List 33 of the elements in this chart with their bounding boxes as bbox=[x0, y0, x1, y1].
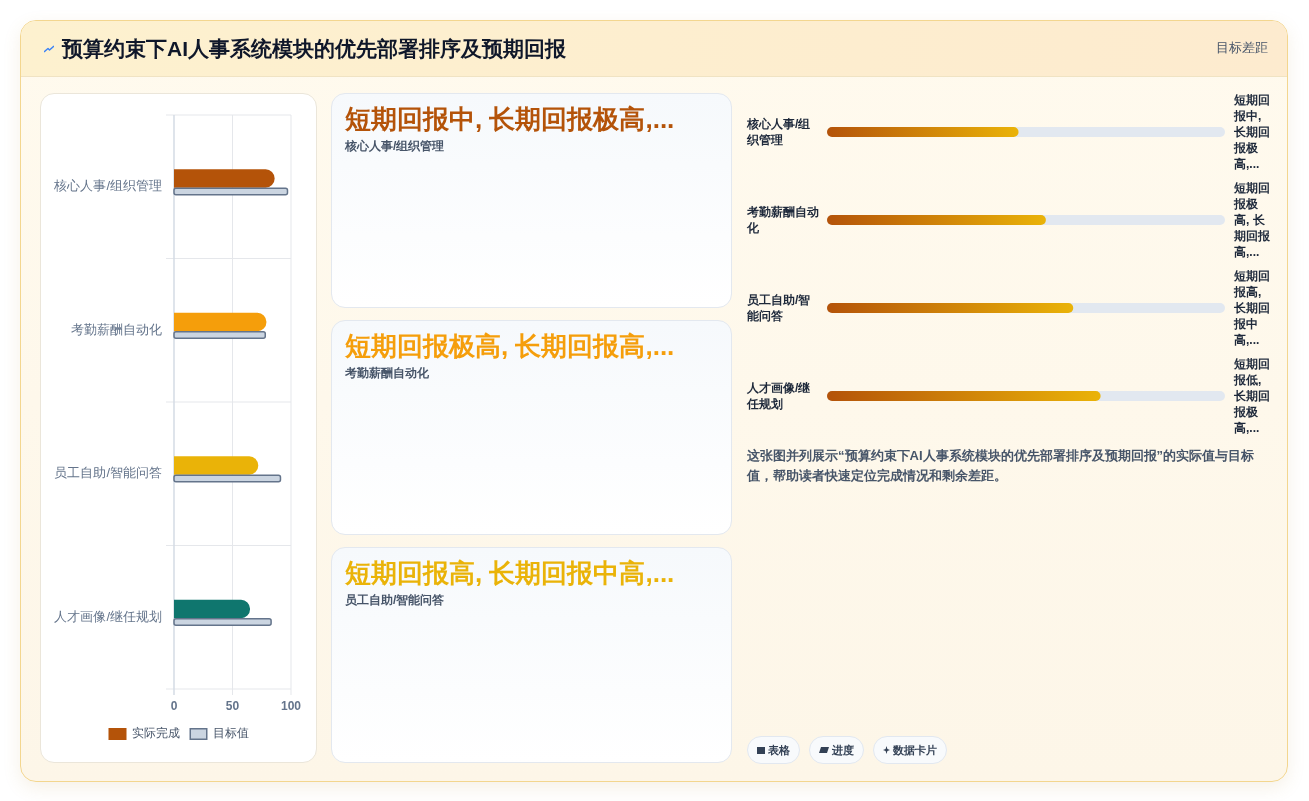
text: 考勤薪酬自动化 bbox=[345, 365, 429, 381]
chart-title: 预算约束下AI人事系统模块的优先部署排序及预期回报 bbox=[62, 36, 566, 62]
bar bbox=[174, 169, 275, 188]
x-tick-label: 0 bbox=[170, 699, 178, 714]
text: 进度 bbox=[832, 742, 854, 758]
y-tick-label: 人才画像/继任规划 bbox=[747, 380, 812, 412]
legend-label: 实际完成 bbox=[131, 726, 180, 741]
text: 短期回报高, 长期回报中高,... bbox=[1234, 268, 1271, 348]
text: 表格 bbox=[768, 742, 790, 758]
x-tick-label: 100 bbox=[280, 699, 302, 714]
text: 短期回报中, 长期回报极高,... bbox=[1234, 92, 1271, 172]
y-tick-label: 核心人事/组织管理 bbox=[53, 178, 162, 194]
text: 核心人事/组织管理 bbox=[345, 138, 445, 154]
legend-label: 目标值 bbox=[212, 726, 249, 741]
text: 短期回报极高, 长期回报高,... bbox=[1234, 180, 1271, 260]
text: 目标差距 bbox=[1216, 39, 1268, 57]
y-tick-label: 考勤薪酬自动化 bbox=[747, 204, 820, 236]
y-tick-label: 核心人事/组织管理 bbox=[747, 116, 812, 148]
text: 短期回报极高, 长期回报高,... bbox=[345, 330, 675, 362]
text: 员工自助/智能问答 bbox=[345, 592, 445, 608]
text: 短期回报高, 长期回报中高,... bbox=[345, 557, 675, 589]
text: 数据卡片 bbox=[893, 742, 937, 758]
y-tick-label: 考勤薪酬自动化 bbox=[71, 321, 162, 337]
text: 短期回报中, 长期回报极高,... bbox=[345, 103, 675, 135]
bar bbox=[174, 312, 267, 332]
y-tick-label: 员工自助/智能问答 bbox=[54, 465, 162, 481]
bar bbox=[174, 456, 259, 475]
text: 短期回报低, 长期回报极高,... bbox=[1234, 356, 1271, 436]
y-tick-label: 员工自助/智能问答 bbox=[747, 292, 812, 324]
y-tick-label: 人才画像/继任规划 bbox=[54, 608, 162, 624]
text: 这张图并列展示“预算约束下AI人事系统模块的优先部署排序及预期回报”的实际值与目标值，帮助读者快速定位完成情况和剩余差距。 bbox=[747, 447, 1255, 485]
bar bbox=[174, 599, 251, 619]
x-tick-label: 50 bbox=[225, 699, 240, 714]
